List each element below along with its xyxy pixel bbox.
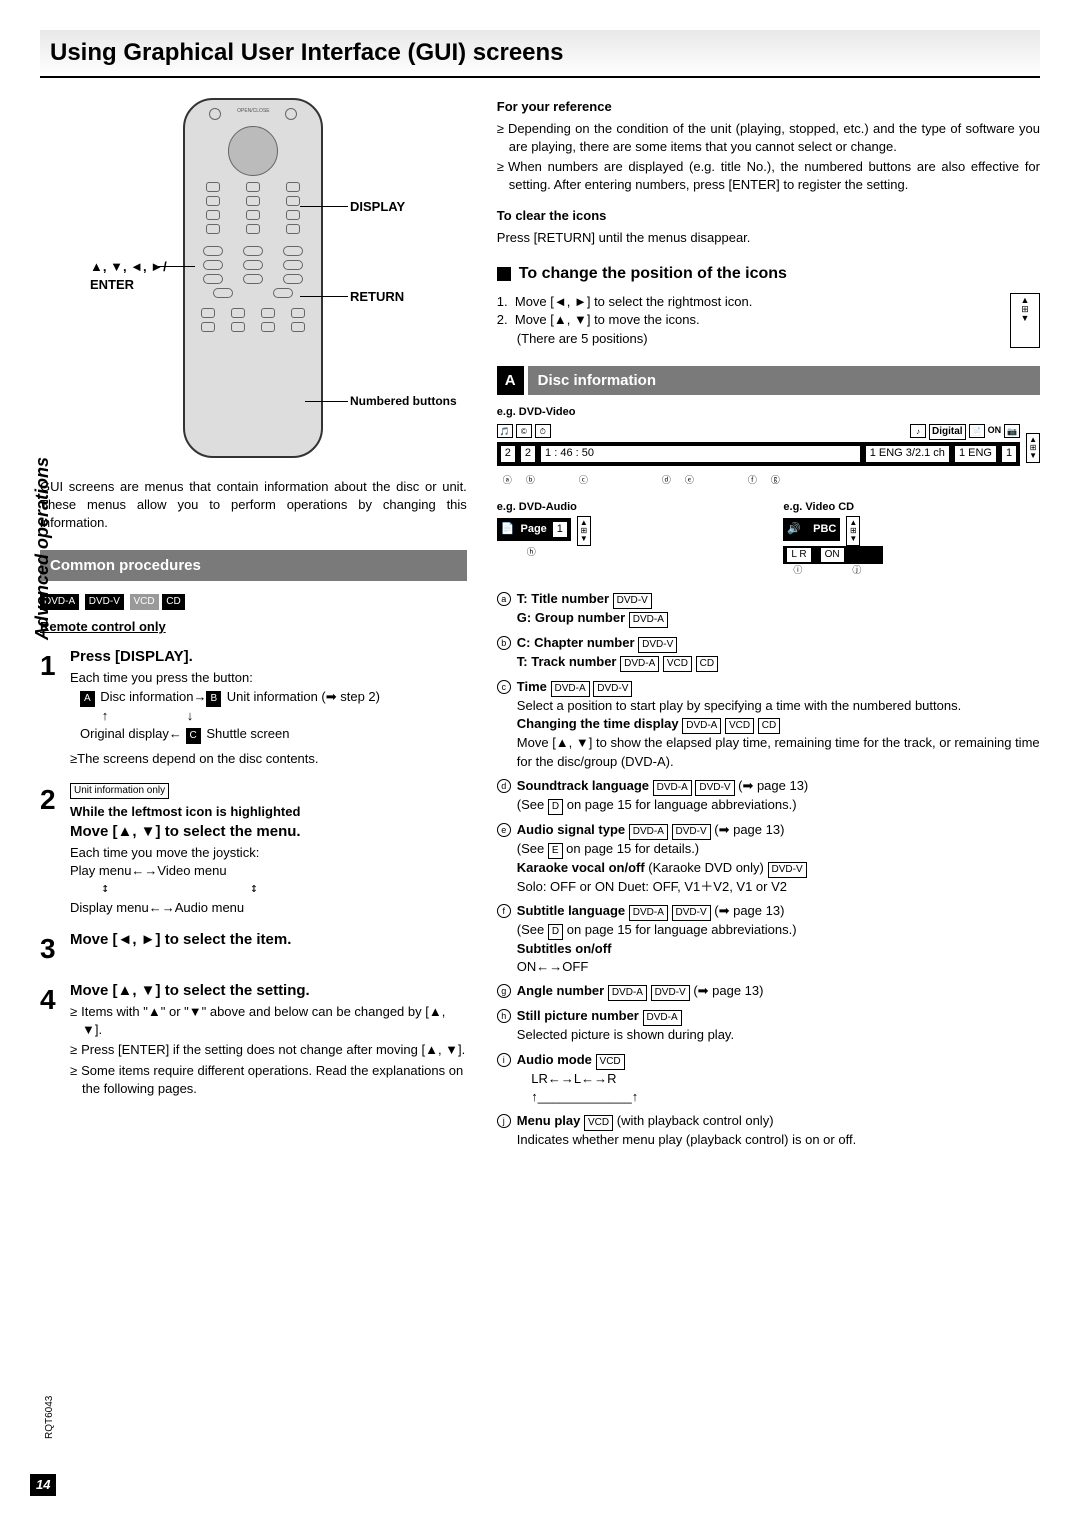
step-number: 4 [40, 980, 70, 1019]
eg-label: e.g. DVD-Video [497, 405, 1040, 420]
step-title: Move [▲, ▼] to select the setting. [70, 980, 467, 1001]
step-condition: While the leftmost icon is highlighted [70, 803, 467, 821]
remote-diagram: OPEN/CLOSE DISPLAY ▲, ▼, ◄, ► [40, 98, 467, 458]
disc-item: bC: Chapter number DVD-VT: Track number … [497, 634, 1040, 672]
menu-flow: Play menu←→Video menu [70, 862, 467, 880]
unit-info-badge: Unit information only [70, 783, 169, 799]
clear-icons-heading: To clear the icons [497, 207, 1040, 225]
remote-only-label: Remote control only [40, 618, 467, 636]
display-labels: ⓐⓑⓒⓓⓔⓕⓖ [497, 474, 1040, 487]
section-letter: A [497, 366, 524, 395]
format-tags: DVD-A DVD-V VCD CD [40, 591, 467, 610]
step-bullets: Items with "▲" or "▼" above and below ca… [70, 1003, 467, 1098]
disc-item: fSubtitle language DVD-A DVD-V (➡ page 1… [497, 902, 1040, 976]
eg-label: e.g. DVD-Audio [497, 500, 754, 515]
label-numbered: Numbered buttons [350, 393, 457, 410]
disc-item: aT: Title number DVD-VG: Group number DV… [497, 590, 1040, 628]
disc-item: dSoundtrack language DVD-A DVD-V (➡ page… [497, 777, 1040, 815]
menu-flow: Display menu←→Audio menu [70, 899, 467, 917]
position-heading: To change the position of the icons [497, 263, 1040, 285]
step-subtext: Each time you press the button: [70, 669, 467, 687]
position-note: (There are 5 positions) [497, 330, 990, 348]
label-display: DISPLAY [350, 198, 405, 216]
display-icons: 🎵©⏱ ♪ Digital 📄ON📷 [497, 424, 1020, 440]
common-procedures-header: Common procedures [40, 550, 467, 581]
menu-arrows: ↕ ↕ [70, 880, 467, 898]
page-title: Using Graphical User Interface (GUI) scr… [40, 30, 1040, 78]
disc-item: iAudio mode VCD LR←→L←→R ↑_____________↑ [497, 1051, 1040, 1106]
document-id: RQT6043 [43, 1396, 57, 1439]
label-return: RETURN [350, 288, 404, 306]
page-number: 14 [30, 1474, 56, 1496]
arrow-icon: ▲⊞▼ [846, 516, 860, 546]
step-number: 3 [40, 929, 70, 968]
arrow-icon: ▲⊞▼ [577, 516, 591, 546]
step-subtext: Each time you move the joystick: [70, 844, 467, 862]
disc-item: gAngle number DVD-A DVD-V (➡ page 13) [497, 982, 1040, 1001]
disc-display-strip: 2 2 1 : 46 : 50 1 ENG 3/2.1 ch 1 ENG 1 [497, 442, 1020, 465]
disc-items-list: aT: Title number DVD-VG: Group number DV… [497, 590, 1040, 1149]
step-title: Move [▲, ▼] to select the menu. [70, 821, 467, 842]
disc-item: jMenu play VCD (with playback control on… [497, 1112, 1040, 1149]
disc-item: eAudio signal type DVD-A DVD-V (➡ page 1… [497, 821, 1040, 896]
disc-item: cTime DVD-A DVD-VSelect a position to st… [497, 678, 1040, 771]
step-number: 2 [40, 780, 70, 819]
disc-info-header: Disc information [528, 366, 1040, 395]
step-flow: A Disc information→B Unit information (➡… [70, 688, 467, 744]
display-labels: ⓘⓙ [783, 564, 1040, 577]
disc-display-strip: 📄Page 1 [497, 518, 571, 541]
reference-bullets: Depending on the condition of the unit (… [497, 120, 1040, 195]
clear-icons-text: Press [RETURN] until the menus disappear… [497, 229, 1040, 247]
step-note: ≥The screens depend on the disc contents… [70, 750, 467, 768]
intro-paragraph: GUI screens are menus that contain infor… [40, 478, 467, 533]
label-enter: ▲, ▼, ◄, ►/ENTER [90, 258, 167, 294]
position-step: 1. Move [◄, ►] to select the rightmost i… [497, 293, 990, 311]
sidebar-section-label: Advanced operations [30, 457, 55, 640]
step-title: Press [DISPLAY]. [70, 646, 467, 667]
disc-display-strip: 🔊PBC [783, 518, 840, 541]
display-labels: ⓗ [497, 546, 754, 559]
disc-item: hStill picture number DVD-ASelected pict… [497, 1007, 1040, 1044]
position-step: 2. Move [▲, ▼] to move the icons. [497, 311, 990, 329]
arrow-icon: ▲⊞▼ [1026, 433, 1040, 463]
step-number: 1 [40, 646, 70, 685]
disc-display-strip-2: L RON [783, 546, 883, 564]
position-icon: ▲⊞▼ [1010, 293, 1040, 348]
eg-label: e.g. Video CD [783, 500, 1040, 515]
step-title: Move [◄, ►] to select the item. [70, 929, 467, 950]
reference-heading: For your reference [497, 98, 1040, 116]
